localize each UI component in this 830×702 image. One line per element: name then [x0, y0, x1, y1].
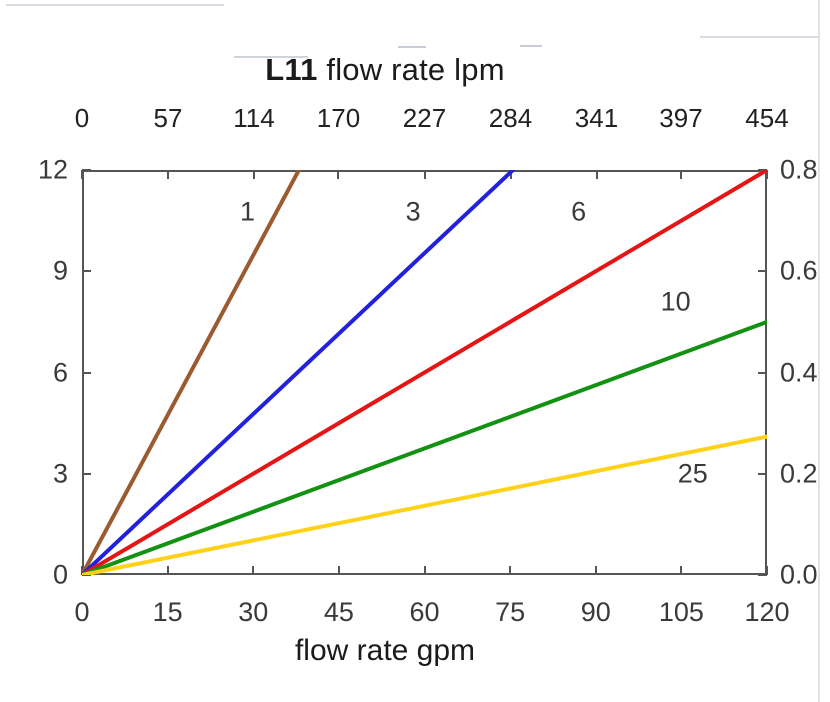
plot-lines — [82, 170, 767, 575]
top-tick-label: 57 — [153, 103, 183, 133]
scan-artifact-title-mark-2 — [520, 45, 542, 47]
bottom-axis-tick-labels: 0 15 30 45 60 75 90 105 120 — [74, 597, 789, 629]
series-line-3 — [82, 170, 515, 575]
bottom-axis-tick — [594, 566, 597, 575]
top-axis-tick — [337, 170, 340, 179]
bottom-tick-label: 120 — [744, 597, 790, 627]
left-tick-label: 3 — [52, 458, 68, 489]
right-axis-tick — [758, 371, 767, 374]
top-axis-tick-labels: 0 57 114 170 227 284 341 397 454 — [75, 103, 789, 135]
bottom-tick-label: 75 — [495, 597, 526, 627]
left-tick-label: 9 — [52, 255, 68, 286]
right-axis-tick — [758, 472, 767, 475]
right-tick-label: 0.6 — [780, 255, 818, 286]
left-axis-tick — [82, 270, 91, 273]
right-tick-label: 0.2 — [780, 458, 818, 489]
bottom-axis-tick — [509, 566, 512, 575]
top-tick-label: 454 — [745, 103, 789, 133]
series-line-6 — [82, 170, 767, 575]
top-axis-tick — [595, 170, 598, 179]
page-right-border — [818, 0, 820, 702]
top-tick-label: 397 — [659, 103, 703, 133]
chart-title-bold: L11 — [265, 52, 318, 87]
top-tick-label: 341 — [574, 103, 619, 133]
bottom-tick-label: 90 — [580, 597, 611, 627]
right-axis-tick — [758, 574, 767, 576]
series-label-25: 25 — [677, 458, 708, 489]
bottom-tick-label: 30 — [238, 597, 269, 627]
left-axis-tick — [82, 472, 91, 475]
right-tick-label: 0.8 — [780, 154, 818, 185]
left-tick-label: 12 — [37, 154, 68, 185]
series-line-25 — [82, 434, 767, 575]
bottom-tick-label: 0 — [74, 597, 90, 627]
series-label-3: 3 — [405, 196, 421, 227]
series-label-10: 10 — [660, 286, 691, 317]
bottom-axis-tick — [337, 566, 340, 575]
top-axis-tick — [766, 170, 768, 179]
left-axis-tick-labels: 0 3 6 9 12 — [0, 0, 68, 702]
top-axis-tick — [167, 170, 169, 179]
bottom-tick-label: 105 — [658, 597, 704, 627]
top-tick-label: 170 — [316, 103, 361, 133]
scan-artifact-title-underline — [234, 56, 308, 58]
scan-artifact-title-mark-1 — [398, 46, 426, 48]
series-line-1 — [82, 170, 301, 575]
right-axis-tick — [758, 270, 767, 273]
bottom-axis-tick — [166, 566, 169, 575]
left-tick-label: 6 — [52, 357, 68, 387]
left-axis-tick — [82, 574, 91, 576]
right-axis-tick-labels: 0.0 0.2 0.4 0.6 0.8 — [780, 0, 830, 702]
top-axis-tick — [253, 170, 255, 179]
scan-artifact-top-right — [700, 36, 820, 38]
series-label-1: 1 — [240, 196, 256, 227]
bottom-tick-label: 45 — [323, 597, 354, 627]
top-tick-label: 0 — [74, 103, 90, 133]
left-axis-tick — [82, 371, 91, 374]
left-tick-label: 0 — [52, 559, 68, 590]
chart-title: L11 flow rate lpm — [0, 52, 770, 88]
right-tick-label: 0.4 — [780, 357, 818, 387]
chart-title-rest: flow rate lpm — [317, 52, 505, 87]
top-axis-tick — [679, 170, 682, 179]
x-axis-title: flow rate gpm — [294, 634, 476, 667]
bottom-tick-label: 15 — [152, 597, 183, 627]
bottom-tick-label: 60 — [409, 597, 440, 627]
top-axis-tick — [423, 170, 426, 179]
top-tick-label: 227 — [402, 103, 447, 133]
bottom-axis-tick — [680, 566, 683, 575]
top-tick-label: 284 — [488, 103, 533, 133]
plot-frame — [82, 170, 767, 575]
series-line-10 — [82, 319, 767, 575]
series-label-6: 6 — [571, 196, 587, 227]
top-tick-label: 114 — [233, 103, 275, 133]
bottom-axis-tick — [766, 566, 768, 575]
right-tick-label: 0.0 — [780, 559, 818, 590]
scan-artifact-top-left — [6, 4, 224, 6]
bottom-axis-tick — [252, 566, 255, 575]
bottom-axis-tick — [423, 566, 426, 575]
